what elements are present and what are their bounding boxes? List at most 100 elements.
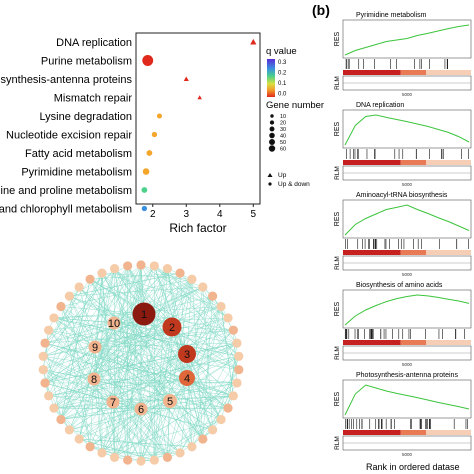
network-edge [78,286,96,348]
network-edge [114,268,142,410]
res-axis-label: RES [334,31,341,46]
hub-node [88,340,102,354]
network-node [175,448,185,458]
network-edge [43,326,173,370]
network-node [109,452,120,462]
network-node [234,365,244,375]
category-label: Mismatch repair [54,93,133,105]
network-edge [60,279,192,307]
category-label: Pyrimidine metabolism [21,167,132,179]
network-edge [60,326,173,420]
category-label: Lysine degradation [39,111,132,123]
network-node [149,261,159,271]
gene-number-legend-dot [270,114,274,118]
network-node [187,274,197,284]
hub-node [178,345,196,363]
network-edge [101,400,171,454]
network-node [175,268,185,278]
enrichment-dot-plot: DNA replication Purine metabolism biosynth… [0,32,324,235]
network-edge [140,400,171,462]
network-edge [127,265,173,328]
network-edge [212,295,234,331]
shape-legend-label: Up & down [278,181,310,188]
hub-node [106,395,120,409]
res-curve [344,114,470,146]
rlm-axis-label: RLM [334,76,341,90]
res-curve [344,24,470,56]
network-edge [53,317,239,357]
network-edge [69,429,181,454]
gene-number-legend-dot [269,132,275,139]
category-label: and chlorophyll metabolism [0,204,132,216]
x-tick-label: 5 [251,209,257,220]
network-edge [78,286,204,440]
network-edge [220,306,234,396]
network-node [228,391,238,401]
network-node [232,338,242,348]
enrichment-point [151,131,158,138]
res-axis-label: RES [334,211,341,226]
network-edge [69,400,171,431]
gene-number-legend-label: 40 [280,134,286,140]
hub-node-label: 3 [184,349,190,361]
category-label: Nucleotide excision repair [6,130,132,142]
gene-number-legend-dot [268,145,276,152]
res-curve [344,384,470,416]
res-frame [342,19,472,59]
gsea-panel: Pyrimidine metabolism RES RLM 5000 [334,12,472,97]
network-edge [44,346,96,384]
gsea-panel: Photosynthesis-antenna proteins RES RLM 500… [334,372,472,457]
network-edge [79,342,238,440]
network-edge [127,306,222,461]
network-edge [127,265,204,440]
hub-node-label: 10 [108,318,120,330]
network-node [232,378,242,388]
rank-tick-label: 5000 [402,272,413,277]
network-edge [179,286,204,453]
network-edge [60,313,145,420]
network-edge [140,377,188,462]
network-node [162,264,173,274]
network-edge [53,395,234,409]
hub-node [179,370,195,386]
network-node [40,378,50,388]
network-edge [140,326,173,462]
network-edge [44,272,103,384]
hub-node-label: 5 [167,396,173,408]
network-edge [171,326,234,331]
q-value-tick: 0.3 [278,60,287,66]
heat-bar-high [343,430,401,435]
network-edge [53,313,145,319]
dotplot-points [141,38,257,212]
network-edge [114,268,188,379]
heat-bar-mid [400,250,427,255]
network-edge [94,346,168,458]
hub-node [107,316,121,330]
network-edge [69,401,114,431]
network-edge [53,401,114,409]
network-edge [114,268,171,402]
network-edge [101,272,171,402]
network-edge [167,400,171,458]
q-value-tick: 0.0 [278,92,287,98]
enrichment-point [250,38,257,45]
network-edge [191,306,222,447]
network-node [44,391,54,401]
network-edge [43,268,115,357]
heat-bar-high [343,70,401,75]
network-edge [127,400,171,461]
network-edge [186,306,222,355]
network-edge [112,265,128,403]
network-edge [94,346,193,447]
res-frame [342,199,472,239]
hub-node [134,402,148,416]
rlm-axis-label: RLM [334,346,341,360]
gsea-panel: Biosynthesis of amino acids RES RLM 5000 [334,282,472,367]
network-edge [89,279,171,402]
network-edge [167,377,188,458]
network-node [223,313,233,323]
gene-number-legend-dot [269,126,275,132]
network-edge [53,317,188,355]
res-curve [344,204,470,236]
network-node [208,291,218,301]
